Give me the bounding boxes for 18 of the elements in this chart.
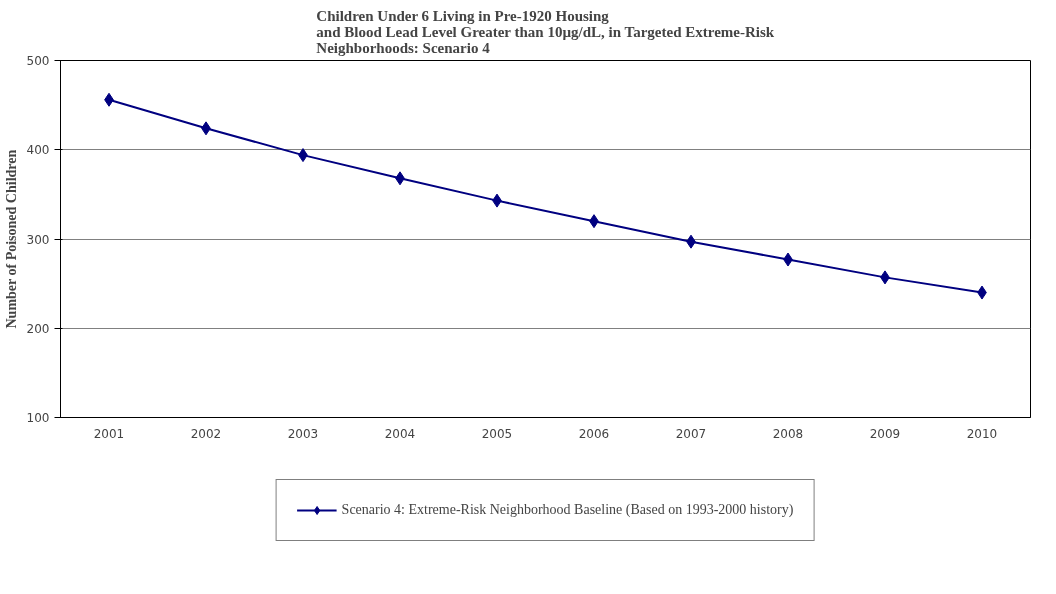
x-tick-label: 2002 [190,426,222,441]
x-tick-label: 2004 [384,426,416,441]
x-tick-label: 2003 [287,426,319,441]
x-tick-label: 2010 [966,426,998,441]
x-tick-label: 2006 [578,426,610,441]
y-tick-label: 200 [26,321,50,336]
legend-label: Scenario 4: Extreme-Risk Neighborhood Baseline (Based on 1993-2000 history) [341,502,794,518]
y-axis-title: Number of Poisoned Children [3,149,19,329]
x-tick-label: 2008 [772,426,804,441]
chart-title: Children Under 6 Living in Pre-1920 Housing and Blood Lead Level Greater than 10µg/dL, in Targeted Extreme-Risk Neighborhoods: Scenario 4 [316,7,775,56]
y-tick-label: 400 [26,143,50,158]
y-tick-label: 300 [26,232,50,247]
x-tick-label: 2009 [869,426,901,441]
x-tick-label: 2007 [675,426,707,441]
x-tick-label: 2001 [93,426,125,441]
y-tick-label: 500 [26,54,50,68]
y-tick-label: 100 [26,411,50,425]
x-tick-label: 2005 [481,426,513,441]
